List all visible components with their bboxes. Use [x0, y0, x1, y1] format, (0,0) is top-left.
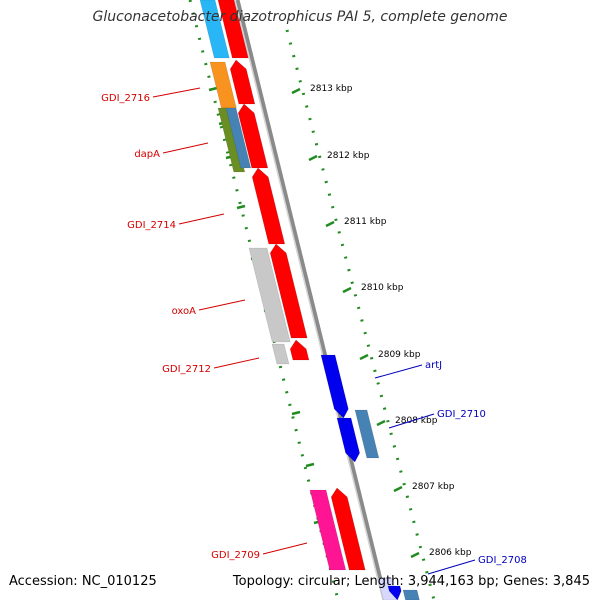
- gene-label-leader-line: [262, 542, 308, 555]
- gene-label[interactable]: GDI_2710: [437, 409, 486, 420]
- gene-forward-arrow: [237, 103, 269, 169]
- ruler-major-tick: [359, 353, 369, 361]
- gene-forward-arrow: [229, 59, 256, 105]
- gene-reverse-arrow: [320, 354, 349, 419]
- ruler-major-tick: [342, 286, 352, 294]
- kbp-tick-label: 2809 kbp: [378, 350, 421, 360]
- gene-label-leader-line: [213, 357, 260, 369]
- gene-forward-arrow: [269, 243, 308, 339]
- gene-feature-bar: [225, 107, 252, 169]
- ruler-ticks: 2813 kbp 2812 kbp 2811 kbp 2810 kbp 2809 kbp…: [208, 84, 472, 559]
- genome-backbone: [234, 0, 388, 600]
- gene-feature-bar: [402, 589, 420, 600]
- gene-forward-arrow: [330, 487, 366, 571]
- ruler-major-tick: [325, 220, 335, 228]
- gene-features: [199, 0, 420, 600]
- kbp-tick-label: 2807 kbp: [412, 482, 455, 492]
- gene-feature-bar: [354, 409, 380, 459]
- gene-label[interactable]: artJ: [425, 360, 442, 371]
- gene-forward-arrow: [217, 0, 249, 59]
- kbp-tick-label: 2808 kbp: [395, 416, 438, 426]
- ruler-major-tick: [305, 462, 315, 468]
- ruler-major-tick: [376, 419, 386, 427]
- kbp-tick-label: 2810 kbp: [361, 283, 404, 293]
- gene-label-leader-line: [178, 213, 225, 225]
- genome-backbone-highlight: [234, 0, 384, 600]
- gene-label[interactable]: oxoA: [172, 306, 197, 317]
- ruler-major-tick: [308, 154, 318, 162]
- accession-text: Accession: NC_010125: [9, 574, 157, 589]
- kbp-tick-label: 2812 kbp: [327, 151, 370, 161]
- ruler-major-tick: [236, 204, 246, 210]
- gene-label-leader-line: [374, 364, 423, 379]
- ruler-major-tick: [291, 87, 301, 95]
- gene-reverse-arrow: [336, 417, 360, 463]
- gene-reverse-arrow: [387, 585, 402, 600]
- topology-text: Topology: circular; Length: 3,944,163 bp…: [232, 574, 590, 589]
- gene-label[interactable]: GDI_2708: [478, 555, 527, 566]
- gene-feature-bar: [199, 0, 230, 59]
- ruler-major-tick: [393, 485, 403, 493]
- genome-title: Gluconacetobacter diazotrophicus PAI 5, …: [92, 9, 508, 25]
- gene-label-leader-line: [427, 559, 476, 575]
- kbp-tick-label: 2806 kbp: [429, 548, 472, 558]
- ruler-major-tick: [410, 551, 420, 559]
- gene-label-leader-line: [388, 413, 435, 429]
- gene-label-leader-line: [198, 299, 246, 311]
- gene-feature-bar: [309, 489, 347, 571]
- gene-label[interactable]: dapA: [134, 149, 160, 160]
- gene-label[interactable]: GDI_2716: [101, 93, 150, 104]
- gene-forward-arrow: [289, 339, 310, 361]
- ruler-major-tick: [291, 410, 301, 416]
- kbp-tick-label: 2813 kbp: [310, 84, 353, 94]
- gene-label[interactable]: GDI_2712: [162, 364, 211, 375]
- gene-label[interactable]: GDI_2714: [127, 220, 176, 231]
- gene-feature-bar: [209, 61, 237, 109]
- right-ruler-track: [285, 29, 436, 600]
- gene-forward-arrow: [251, 167, 286, 245]
- ruler-major-tick: [208, 86, 218, 92]
- gene-label-leader-line: [152, 87, 201, 98]
- gene-label-leader-line: [162, 142, 209, 154]
- gene-labels: GDI_2716 dapA GDI_2714 oxoA GDI_2712 artJ GDI_…: [101, 87, 527, 575]
- gene-feature-bar: [271, 343, 290, 365]
- gene-feature-bar: [248, 247, 291, 343]
- kbp-tick-label: 2811 kbp: [344, 217, 387, 227]
- gene-label[interactable]: GDI_2709: [211, 550, 260, 561]
